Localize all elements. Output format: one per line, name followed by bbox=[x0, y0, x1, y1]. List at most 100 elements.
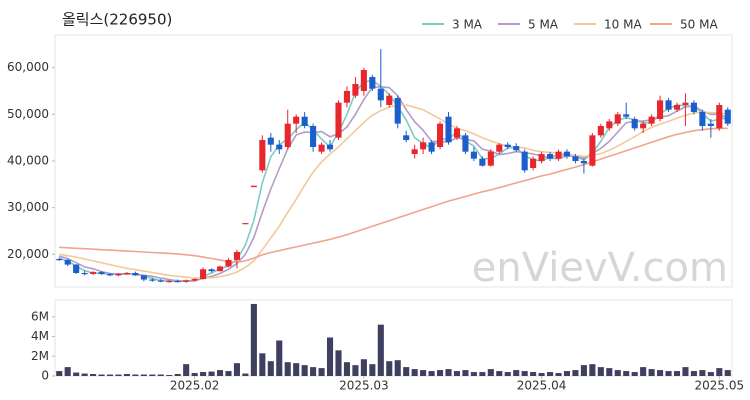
ma-line bbox=[59, 127, 728, 264]
candle-body bbox=[250, 185, 257, 188]
candle-body bbox=[386, 95, 393, 105]
volume-bar bbox=[606, 368, 613, 376]
candle-body bbox=[284, 123, 291, 147]
candle-body bbox=[106, 273, 114, 276]
candle-body bbox=[657, 100, 664, 119]
volume-bar bbox=[673, 371, 681, 376]
volume-bar bbox=[200, 372, 207, 376]
volume-bar bbox=[369, 364, 376, 376]
ma-line bbox=[58, 85, 729, 282]
volume-bar bbox=[301, 365, 308, 376]
candle-body bbox=[563, 151, 571, 157]
candle-body bbox=[132, 273, 139, 276]
y-tick-label: 60,000 bbox=[7, 60, 49, 74]
candle-body bbox=[335, 102, 342, 138]
volume-bar bbox=[530, 372, 537, 376]
candle-body bbox=[555, 151, 562, 159]
volume-bar bbox=[233, 363, 240, 376]
volume-bar bbox=[640, 367, 647, 376]
candle-body bbox=[216, 266, 224, 272]
candle-body bbox=[597, 126, 604, 136]
candle-body bbox=[191, 279, 198, 281]
candle-body bbox=[183, 280, 190, 282]
volume-bar bbox=[208, 371, 215, 376]
volume-bar bbox=[699, 370, 706, 376]
y-tick-label: 50,000 bbox=[7, 107, 49, 121]
candle-body bbox=[496, 144, 503, 152]
volume-bar bbox=[420, 370, 427, 376]
volume-bar bbox=[157, 374, 164, 376]
volume-bar bbox=[572, 370, 579, 376]
volume-bar bbox=[436, 370, 444, 376]
volume-bar bbox=[682, 367, 689, 376]
candle-body bbox=[453, 128, 461, 138]
volume-bar bbox=[623, 371, 630, 376]
candle-body bbox=[623, 114, 630, 117]
candle-body bbox=[445, 116, 452, 143]
candle-body bbox=[411, 149, 418, 154]
candle-body bbox=[394, 98, 401, 124]
candle-body bbox=[504, 144, 511, 147]
volume-bar bbox=[360, 359, 367, 376]
candle-body bbox=[360, 70, 367, 91]
volume-bar bbox=[597, 367, 604, 376]
candle-body bbox=[682, 102, 689, 105]
legend-label: 10 MA bbox=[604, 18, 642, 32]
volume-bar bbox=[648, 369, 655, 376]
volume-bar bbox=[462, 370, 469, 376]
candle-body bbox=[73, 264, 80, 273]
candle-body bbox=[81, 273, 88, 275]
candle-body bbox=[462, 135, 469, 152]
candle-body bbox=[123, 273, 130, 275]
volume-bar bbox=[496, 371, 503, 376]
candle-body bbox=[530, 158, 537, 168]
x-tick-label: 2025.05 bbox=[694, 379, 744, 393]
volume-bar bbox=[90, 374, 97, 376]
volume-bar bbox=[394, 360, 401, 376]
volume-bar bbox=[259, 353, 266, 376]
candle-body bbox=[673, 105, 681, 110]
x-tick-label: 2025.04 bbox=[517, 379, 567, 393]
volume-bar bbox=[538, 373, 545, 376]
volume-bar bbox=[343, 362, 351, 376]
candle-body bbox=[428, 142, 435, 152]
candle-body bbox=[580, 161, 587, 164]
volume-bar bbox=[352, 365, 359, 376]
volume-bar bbox=[64, 367, 71, 376]
volume-bar bbox=[386, 361, 393, 376]
volume-bar bbox=[132, 374, 139, 376]
candle-body bbox=[166, 280, 173, 283]
candle-body bbox=[225, 259, 232, 267]
volume-bar bbox=[487, 369, 494, 376]
candle-body bbox=[115, 273, 122, 276]
candle-body bbox=[640, 123, 647, 129]
volume-bar bbox=[555, 373, 562, 376]
price-pane bbox=[54, 34, 733, 288]
volume-bar bbox=[479, 372, 486, 376]
volume-bar bbox=[428, 371, 435, 376]
volume-bar bbox=[174, 374, 181, 376]
volume-bar bbox=[665, 371, 672, 376]
y-tick-label: 0 bbox=[41, 369, 49, 383]
candle-body bbox=[267, 137, 274, 145]
volume-bar bbox=[250, 303, 257, 376]
candle-body bbox=[90, 272, 97, 274]
volume-bar bbox=[191, 373, 198, 376]
volume-bar bbox=[267, 361, 274, 376]
candle-body bbox=[538, 154, 545, 161]
candle-body bbox=[716, 105, 723, 129]
candle-body bbox=[98, 272, 105, 274]
candle-body bbox=[318, 144, 325, 152]
legend-label: 5 MA bbox=[528, 18, 559, 32]
volume-bar bbox=[690, 371, 697, 376]
volume-bar bbox=[707, 372, 714, 376]
candle-body bbox=[56, 259, 63, 261]
candle-body bbox=[64, 259, 71, 265]
volume-bar bbox=[504, 372, 511, 376]
candle-body bbox=[369, 77, 376, 89]
volume-bar bbox=[310, 367, 317, 376]
candle-body bbox=[352, 84, 359, 96]
candle-body bbox=[572, 156, 579, 161]
candle-body bbox=[259, 140, 266, 171]
